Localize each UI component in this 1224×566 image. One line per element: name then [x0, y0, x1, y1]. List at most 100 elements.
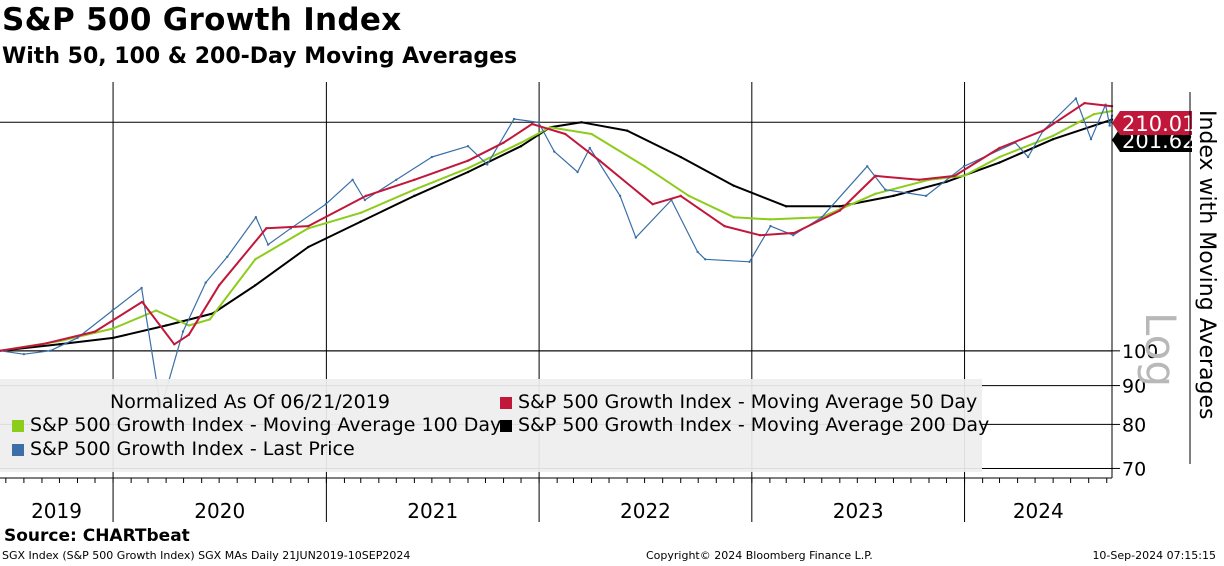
y-tick-label: 90 [1122, 376, 1146, 398]
data-point-price [254, 215, 258, 219]
data-point-ma200 [58, 343, 61, 346]
legend-entry: S&P 500 Growth Index - Moving Average 20… [518, 414, 989, 436]
data-point-ma200 [254, 284, 257, 287]
data-point-ma200 [307, 245, 310, 249]
footer-timestamp: 10-Sep-2024 07:15:15 [1092, 549, 1216, 562]
data-point-ma200 [625, 129, 629, 132]
data-point-price [537, 121, 540, 124]
data-point-ma50 [141, 300, 144, 304]
footer-copyright: Copyright© 2024 Bloomberg Finance L.P. [646, 549, 873, 562]
series-line-price [0, 97, 1113, 409]
data-point-ma50 [838, 209, 842, 212]
data-point-ma200 [1051, 138, 1055, 141]
data-point-ma100 [466, 167, 470, 170]
data-point-price [1089, 138, 1093, 141]
data-point-ma50 [466, 159, 470, 162]
data-point-ma200 [838, 205, 842, 208]
data-point-price [466, 145, 470, 148]
data-point-price [618, 194, 622, 198]
data-point-ma50 [502, 141, 505, 144]
data-point-price [324, 203, 327, 206]
data-point-price [703, 258, 707, 261]
data-point-price [1026, 155, 1030, 159]
data-point-ma200 [892, 194, 895, 198]
x-year-label: 2024 [1013, 499, 1064, 523]
data-point-ma100 [359, 211, 362, 214]
series-line-ma50 [0, 102, 1113, 352]
data-point-price [1074, 97, 1078, 100]
data-point-ma200 [998, 161, 1001, 164]
data-point-ma200 [732, 184, 735, 187]
data-point-price [576, 170, 579, 174]
data-point-ma50 [0, 349, 2, 353]
x-year-label: 2019 [31, 499, 82, 523]
data-point-ma50 [723, 224, 726, 228]
data-point-price [696, 250, 699, 254]
data-point-price [76, 336, 79, 340]
footer-index-info: SGX Index (S&P 500 Growth Index) SGX MAs… [2, 549, 411, 562]
data-point-ma100 [208, 318, 212, 321]
legend-background [0, 379, 982, 472]
data-point-price [553, 150, 556, 153]
data-point-price [266, 243, 270, 246]
chart-subtitle: With 50, 100 & 200-Day Moving Averages [2, 44, 518, 69]
data-point-ma100 [187, 324, 191, 327]
legend-swatch [500, 397, 512, 409]
data-point-ma100 [1051, 134, 1055, 137]
data-point-price [363, 198, 367, 202]
data-point-ma50 [758, 234, 762, 237]
x-year-label: 2023 [833, 499, 884, 523]
legend-swatch [12, 444, 24, 456]
data-point-ma200 [413, 194, 416, 198]
data-point-price [884, 188, 887, 191]
last-value-tag [1112, 111, 1192, 135]
data-point-ma200 [111, 336, 115, 340]
legend-entry: S&P 500 Growth Index - Moving Average 50… [518, 391, 977, 413]
data-point-ma50 [651, 203, 654, 206]
data-point-price [351, 178, 354, 181]
data-point-price [634, 236, 638, 239]
data-point-price [226, 255, 229, 259]
series-line-ma100 [0, 110, 1113, 352]
data-point-ma100 [768, 218, 772, 221]
chart-title: S&P 500 Growth Index [2, 2, 402, 38]
data-point-price [512, 117, 516, 121]
data-point-price [820, 215, 823, 219]
data-point-ma100 [962, 174, 966, 178]
x-year-label: 2020 [194, 499, 245, 523]
data-point-ma50 [530, 122, 534, 126]
data-point-ma50 [40, 343, 44, 346]
data-point-ma200 [359, 220, 362, 223]
data-point-ma100 [687, 194, 691, 198]
x-year-label: 2022 [620, 499, 671, 523]
data-point-ma50 [917, 178, 921, 181]
data-point-price [204, 281, 207, 284]
x-year-label: 2021 [407, 499, 458, 523]
data-point-ma100 [590, 132, 593, 136]
data-point-price [140, 286, 143, 290]
data-point-ma200 [164, 324, 168, 327]
data-point-ma100 [548, 126, 552, 129]
data-point-price [48, 349, 52, 353]
data-point-price [1108, 124, 1111, 127]
legend-swatch [12, 420, 24, 432]
data-point-price [588, 146, 592, 150]
data-point-ma100 [998, 155, 1001, 159]
data-point-ma50 [998, 146, 1001, 150]
data-point-ma200 [466, 170, 470, 174]
x-axis: 2019 2020 2021 2022 2023 2024 [0, 477, 1112, 523]
data-point-price [962, 165, 966, 168]
data-point-ma100 [874, 192, 877, 196]
data-point-ma100 [413, 188, 416, 191]
y-axis-title: Index with Moving Averages [1194, 110, 1219, 420]
data-point-price [181, 330, 185, 333]
data-point-ma100 [254, 258, 257, 261]
legend-entry: S&P 500 Growth Index - Moving Average 10… [30, 414, 501, 436]
data-point-price [924, 194, 928, 198]
legend: Normalized As Of 06/21/2019 S&P 500 Growt… [0, 379, 989, 472]
data-point-ma50 [187, 333, 191, 336]
data-point-ma50 [793, 231, 796, 235]
series-lines [0, 97, 1114, 410]
